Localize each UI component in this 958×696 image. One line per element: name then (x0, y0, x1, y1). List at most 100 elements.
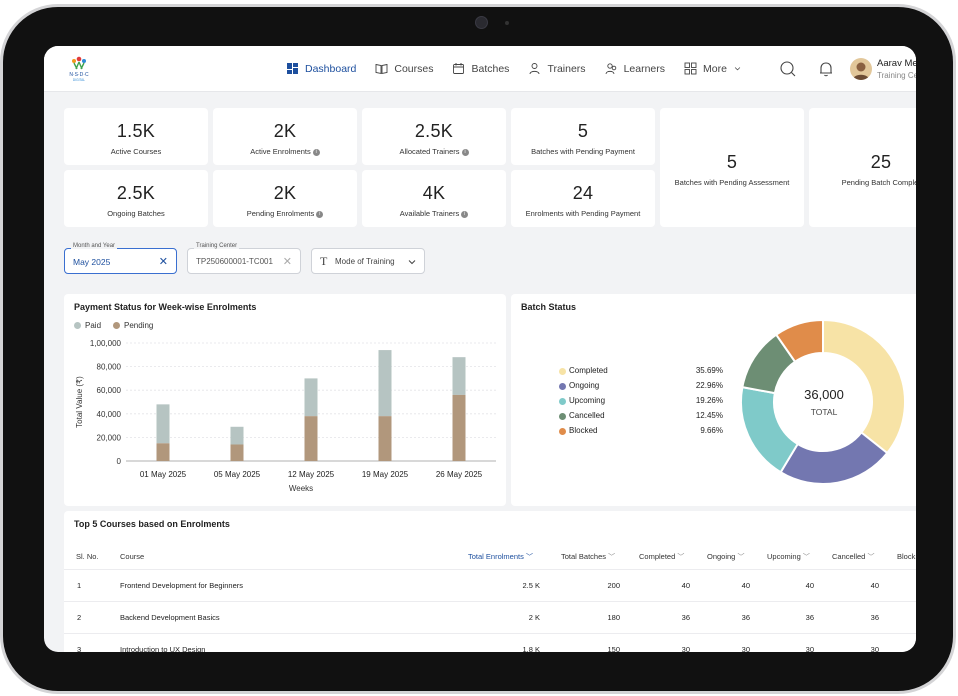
info-icon[interactable]: i (316, 210, 324, 218)
column-header[interactable]: Upcoming ﹀ (767, 552, 810, 561)
stat-label-row: Pending Enrolments i (213, 209, 357, 218)
stat-batches-pending-payment[interactable]: 5 Batches with Pending Payment (511, 108, 655, 165)
column-header[interactable]: Cancelled ﹀ (832, 552, 875, 561)
training-center-field[interactable]: Training Center TP250600001-TC001 ✕ (187, 243, 301, 274)
stat-label: Pending Enrolments (246, 209, 315, 218)
legend-row-upcoming[interactable]: Upcoming 19.26% (559, 396, 723, 411)
cell-value: 1.8 K (522, 645, 540, 652)
bar-pending (452, 394, 466, 461)
legend-label: Ongoing (569, 381, 600, 390)
cell-value: 36 (681, 613, 690, 622)
legend-pending-swatch (113, 322, 121, 329)
donut-total-label: TOTAL (810, 407, 838, 417)
user-name[interactable]: Aarav Me (877, 58, 916, 69)
avatar-icon (853, 62, 869, 80)
donut-total-value: 36,000 (804, 387, 844, 402)
logo-text: N·S·D·C (69, 72, 89, 78)
cell-value: 150 (607, 645, 620, 652)
info-icon[interactable]: i (461, 210, 469, 218)
info-icon[interactable]: i (312, 148, 320, 156)
legend-paid-swatch (74, 322, 81, 329)
y-tick-label: 80,000 (97, 363, 122, 372)
stat-value: 24 (572, 183, 594, 203)
legend-pending[interactable]: Pending (113, 321, 153, 330)
nav-trainers[interactable]: Trainers (528, 62, 586, 75)
stat-content: 25 Pending Batch Complet (809, 108, 916, 187)
legend-row-completed[interactable]: Completed 35.69% (559, 366, 723, 381)
legend-row-blocked[interactable]: Blocked 9.66% (559, 426, 723, 441)
cell-value: 36 (870, 613, 879, 622)
info-icon[interactable]: i (461, 148, 469, 156)
stat-pending-batch-completion[interactable]: 25 Pending Batch Complet (809, 108, 916, 227)
stat-label: Ongoing Batches (107, 209, 165, 218)
camera-icon (475, 16, 488, 29)
search-icon[interactable] (779, 60, 797, 78)
training-center-value: TP250600001-TC001 (196, 257, 273, 266)
nsdc-logo[interactable]: N·S·D·C DIGITAL (64, 54, 94, 82)
row-divider (64, 633, 916, 634)
stat-available-trainers[interactable]: 4K Available Trainers i (362, 170, 506, 227)
x-tick-label: 12 May 2025 (288, 470, 335, 479)
top-courses-title: Top 5 Courses based on Enrolments (74, 519, 230, 529)
nav-learners[interactable]: Learners (605, 62, 665, 75)
bar-pending (304, 416, 318, 461)
nav-batches[interactable]: Batches (452, 62, 509, 75)
month-year-label: Month and Year (71, 243, 118, 249)
bell-icon[interactable] (817, 60, 835, 78)
cell-course[interactable]: Frontend Development for Beginners (120, 581, 243, 590)
cell-course[interactable]: Backend Development Basics (120, 613, 220, 622)
clear-icon[interactable]: ✕ (282, 256, 292, 268)
column-header[interactable]: Total Enrolments ﹀ (468, 552, 533, 561)
chevron-down-icon (408, 260, 416, 265)
legend-label: Blocked (569, 426, 598, 435)
column-header[interactable]: Ongoing ﹀ (707, 552, 745, 561)
stat-value: 2K (273, 183, 297, 203)
avatar[interactable] (850, 58, 872, 80)
column-header[interactable]: Total Batches ﹀ (561, 552, 616, 561)
y-tick-label: 20,000 (97, 433, 122, 442)
legend-percent: 19.26% (695, 396, 723, 405)
stat-value: 2.5K (414, 121, 454, 141)
legend-label: Upcoming (569, 396, 606, 405)
stat-value: 4K (422, 183, 446, 203)
nav-courses[interactable]: Courses (375, 62, 433, 75)
clear-icon[interactable]: ✕ (158, 256, 168, 268)
stat-batches-pending-assessment[interactable]: 5 Batches with Pending Assessment (660, 108, 804, 227)
main-nav: Dashboard Courses Batches Trainers Learn… (286, 46, 742, 91)
x-tick-label: 01 May 2025 (140, 470, 187, 479)
mode-of-training-select[interactable]: T Mode of Training (311, 248, 425, 274)
sort-chevron-icon: ﹀ (737, 554, 745, 561)
legend-swatch (559, 428, 566, 435)
user-role: Training Ce (877, 71, 916, 80)
stat-active-courses[interactable]: 1.5K Active Courses (64, 108, 208, 165)
cell-value: 30 (741, 645, 750, 652)
bar-pending (156, 443, 170, 461)
legend-swatch (559, 398, 566, 405)
stat-pending-enrolments[interactable]: 2K Pending Enrolments i (213, 170, 357, 227)
y-tick-label: 0 (117, 457, 122, 466)
cell-course[interactable]: Introduction to UX Design (120, 645, 206, 652)
stat-ongoing-batches[interactable]: 2.5K Ongoing Batches (64, 170, 208, 227)
legend-row-ongoing[interactable]: Ongoing 22.96% (559, 381, 723, 396)
legend-percent: 22.96% (695, 381, 723, 390)
stat-value: 25 (870, 152, 892, 172)
legend-swatch (559, 413, 566, 420)
month-year-field[interactable]: Month and Year May 2025 ✕ (64, 243, 177, 274)
sort-chevron-icon: ﹀ (867, 554, 875, 561)
stat-label-row: Available Trainers i (362, 209, 506, 218)
cell-value: 30 (870, 645, 879, 652)
bar-pending (230, 444, 244, 461)
stat-label: Allocated Trainers (399, 147, 460, 156)
column-header[interactable]: Block (897, 552, 916, 561)
nav-more[interactable]: More (684, 62, 742, 75)
nav-dashboard[interactable]: Dashboard (286, 62, 356, 75)
bar-paid (452, 357, 466, 395)
column-header[interactable]: Completed ﹀ (639, 552, 685, 561)
legend-paid[interactable]: Paid (74, 321, 101, 330)
stat-allocated-trainers[interactable]: 2.5K Allocated Trainers i (362, 108, 506, 165)
stat-enrolments-pending-payment[interactable]: 24 Enrolments with Pending Payment (511, 170, 655, 227)
batch-status-legend: Completed 35.69% Ongoing 22.96% Upcoming 19.2… (559, 366, 723, 441)
stat-active-enrolments[interactable]: 2K Active Enrolments i (213, 108, 357, 165)
legend-row-cancelled[interactable]: Cancelled 12.45% (559, 411, 723, 426)
